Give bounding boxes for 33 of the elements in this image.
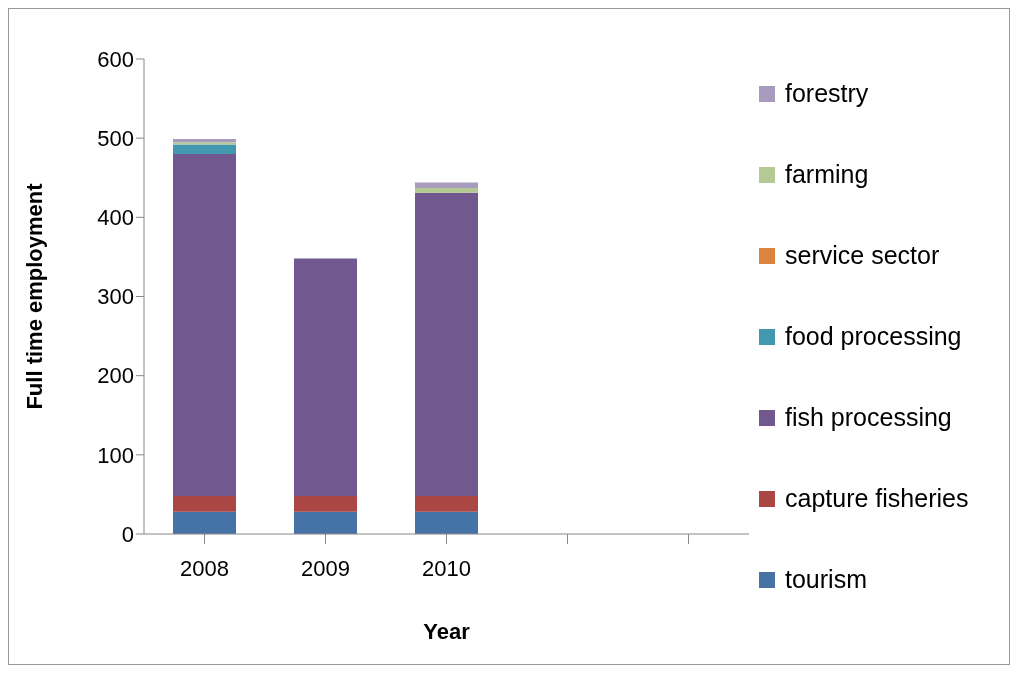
bar (294, 496, 357, 512)
x-tick-label: 2010 (422, 555, 471, 581)
bar (415, 192, 478, 496)
bar (415, 188, 478, 193)
bar (173, 138, 236, 143)
y-axis-title: Full time employment (21, 182, 47, 410)
y-tick-label: 500 (97, 125, 134, 151)
bar (173, 511, 236, 534)
bar (415, 496, 478, 512)
y-tick-label: 400 (97, 205, 134, 231)
bar (173, 144, 236, 154)
bar (415, 511, 478, 534)
y-tick-label: 0 (121, 521, 134, 547)
x-tick-label: 2009 (301, 555, 350, 581)
legend-label: service sector (785, 241, 940, 270)
legend-label: farming (785, 160, 869, 189)
legend-label: tourism (785, 565, 867, 594)
bar (173, 496, 236, 512)
y-tick-label: 100 (97, 442, 134, 468)
legend-label: fish processing (785, 403, 952, 432)
legend-label: forestry (785, 79, 869, 108)
legend-label: food processing (785, 322, 962, 351)
legend-label: capture fisheries (785, 484, 969, 513)
x-tick-label: 2008 (180, 555, 229, 581)
bar (173, 154, 236, 496)
bar (173, 142, 236, 145)
y-tick-label: 200 (97, 363, 134, 389)
x-axis-title: Year (423, 619, 471, 644)
y-tick-label: 600 (97, 46, 134, 72)
y-tick-label: 300 (97, 284, 134, 310)
bar (415, 182, 478, 189)
bar (294, 511, 357, 534)
bar (294, 258, 357, 496)
